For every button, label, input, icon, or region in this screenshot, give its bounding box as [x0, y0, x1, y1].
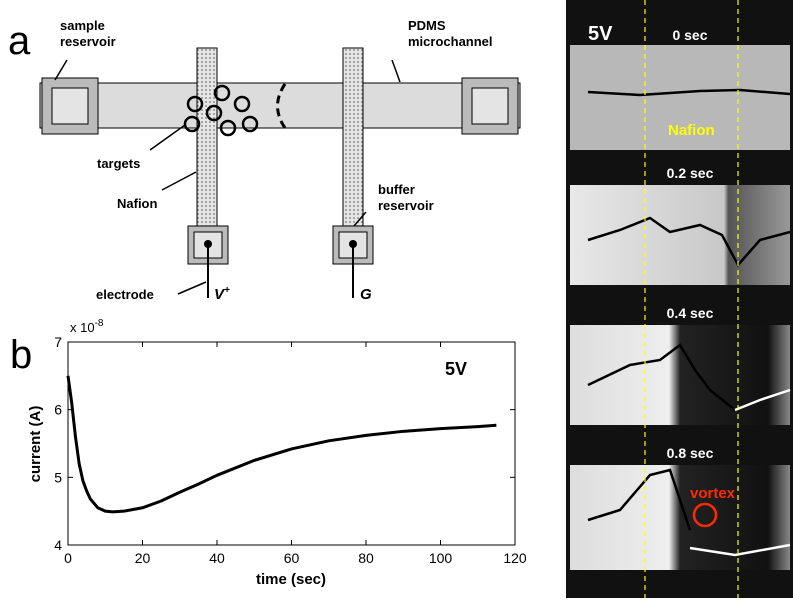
exponent: x 10-8 — [70, 318, 104, 335]
x-tick-label: 80 — [358, 550, 374, 566]
label: buffer — [378, 182, 415, 197]
label: reservoir — [60, 34, 116, 49]
label: targets — [97, 156, 140, 171]
label: G — [360, 286, 372, 303]
arrows — [54, 59, 401, 295]
label: sample — [60, 18, 105, 33]
frame-image — [570, 465, 790, 570]
x-tick-label: 120 — [503, 550, 527, 566]
label: reservoir — [378, 198, 434, 213]
panel-a: a sample reservoir PDMS microchannel tar… — [8, 18, 521, 303]
annotation: 5V — [445, 359, 467, 379]
voltage: 5V — [588, 23, 613, 45]
panel-b: b x 10-8 5V time (sec) current (A) 0 20 40… — [10, 318, 527, 588]
x-tick-label: 40 — [209, 550, 225, 566]
nafion-edges — [644, 0, 739, 598]
profiles — [587, 88, 791, 557]
front — [276, 83, 287, 129]
label: electrode — [96, 287, 154, 302]
vortex-icon — [692, 502, 718, 528]
label: PDMS — [408, 18, 446, 33]
nafion-strip — [342, 47, 364, 231]
time-label: 0.8 sec — [667, 445, 714, 461]
vortex-label: vortex — [690, 485, 736, 502]
time-label: 0 sec — [672, 27, 707, 43]
nafion-label: Nafion — [668, 122, 715, 139]
targets-circles — [183, 84, 259, 137]
frame-image — [570, 45, 790, 150]
panel-label: b — [10, 333, 32, 377]
y-axis-label: current (A) — [27, 406, 44, 483]
label: Nafion — [117, 196, 158, 211]
y-tick-label: 5 — [54, 469, 62, 485]
y-tick-label: 4 — [54, 537, 62, 553]
exponent-base: x 10 — [70, 320, 95, 335]
buffer-reservoir — [187, 225, 374, 298]
frame-image — [570, 325, 790, 425]
exponent-power: -8 — [95, 318, 104, 329]
x-tick-label: 20 — [135, 550, 151, 566]
y-tick-label: 7 — [54, 334, 62, 350]
panel-c: 5V 0 sec 0.2 sec 0.4 sec 0.8 sec Nafion … — [566, 0, 793, 598]
time-label: 0.2 sec — [667, 165, 714, 181]
reservoir — [41, 77, 519, 135]
x-tick-label: 60 — [284, 550, 300, 566]
label: microchannel — [408, 34, 493, 49]
y-tick-label: 6 — [54, 402, 62, 418]
x-axis-label: time (sec) — [256, 571, 326, 588]
label: V — [214, 286, 226, 303]
current-line — [66, 375, 497, 514]
time-label: 0.4 sec — [667, 305, 714, 321]
label: + — [224, 285, 230, 296]
x-tick-label: 0 — [64, 550, 72, 566]
label: V+ — [214, 285, 230, 303]
x-tick-label: 100 — [429, 550, 453, 566]
nafion-strip — [196, 47, 218, 231]
panel-label: a — [8, 19, 31, 63]
